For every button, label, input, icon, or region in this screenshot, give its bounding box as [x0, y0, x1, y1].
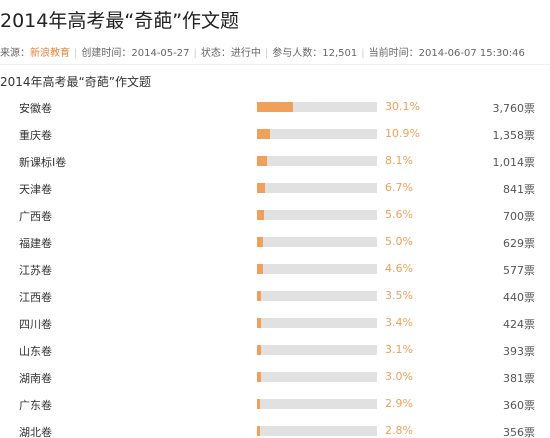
meta-separator: |: [361, 48, 365, 59]
option-label: 安徽卷: [19, 102, 52, 115]
percent-label: 3.4%: [385, 316, 413, 329]
percent-label: 10.9%: [385, 127, 420, 140]
option-label: 山东卷: [19, 345, 52, 358]
vote-count: 1,014票: [492, 156, 536, 169]
bar-track: [257, 102, 377, 112]
poll-question: 2014年高考最“奇葩”作文题: [0, 75, 151, 89]
bar-track: [257, 156, 377, 166]
result-row[interactable]: 重庆卷 10.9% 1,358票: [0, 119, 550, 146]
source-link[interactable]: 新浪教育: [30, 48, 70, 59]
option-label: 湖北卷: [19, 426, 52, 438]
result-row[interactable]: 天津卷 6.7% 841票: [0, 173, 550, 200]
option-label: 四川卷: [19, 318, 52, 331]
vote-count: 381票: [503, 372, 535, 385]
bar-fill: [257, 372, 261, 382]
bar-track: [257, 426, 377, 436]
bar-fill: [257, 102, 294, 112]
percent-label: 2.9%: [385, 397, 413, 410]
option-label: 新课标Ⅰ卷: [19, 156, 67, 169]
percent-label: 3.5%: [385, 289, 413, 302]
vote-count: 700票: [503, 210, 535, 223]
vote-count: 577票: [503, 264, 535, 277]
bar-track: [257, 345, 377, 355]
bar-track: [257, 264, 377, 274]
result-row[interactable]: 四川卷 3.4% 424票: [0, 308, 550, 335]
vote-count: 3,760票: [492, 102, 536, 115]
bar-track: [257, 237, 377, 247]
created-date: 创建时间：2014-05-27: [81, 48, 190, 59]
percent-label: 3.0%: [385, 370, 413, 383]
bar-track: [257, 183, 377, 193]
poll-status: 状态：进行中: [200, 48, 261, 59]
percent-label: 6.7%: [385, 181, 413, 194]
option-label: 福建卷: [19, 237, 52, 250]
results-list: 安徽卷 30.1% 3,760票重庆卷 10.9% 1,358票新课标Ⅰ卷 8.1% 1,0…: [0, 92, 550, 438]
bar-fill: [257, 426, 261, 436]
meta-separator: |: [264, 48, 269, 59]
bar-fill: [257, 210, 264, 220]
divider: [0, 64, 550, 65]
vote-count: 356票: [503, 426, 535, 438]
option-label: 广西卷: [19, 210, 52, 223]
bar-fill: [257, 399, 261, 409]
vote-count: 424票: [503, 318, 535, 331]
bar-fill: [257, 291, 262, 301]
participant-count: 参与人数：12,501: [272, 48, 358, 59]
result-row[interactable]: 江苏卷 4.6% 577票: [0, 254, 550, 281]
bar-fill: [257, 345, 261, 355]
percent-label: 3.1%: [385, 343, 413, 356]
result-row[interactable]: 湖南卷 3.0% 381票: [0, 362, 550, 389]
vote-count: 1,358票: [492, 129, 536, 142]
page-title: 2014年高考最“奇葩”作文题: [0, 10, 240, 32]
result-row[interactable]: 广东卷 2.9% 360票: [0, 389, 550, 416]
percent-label: 4.6%: [385, 262, 413, 275]
result-row[interactable]: 新课标Ⅰ卷 8.1% 1,014票: [0, 146, 550, 173]
option-label: 广东卷: [19, 399, 52, 412]
result-row[interactable]: 湖北卷 2.8% 356票: [0, 416, 550, 438]
option-label: 重庆卷: [19, 129, 52, 142]
bar-track: [257, 318, 377, 328]
vote-count: 841票: [503, 183, 535, 196]
option-label: 江西卷: [19, 291, 52, 304]
percent-label: 2.8%: [385, 424, 413, 437]
meta-separator: |: [193, 48, 197, 59]
vote-count: 393票: [503, 345, 535, 358]
result-row[interactable]: 山东卷 3.1% 393票: [0, 335, 550, 362]
bar-fill: [257, 156, 267, 166]
poll-meta: 来源：新浪教育 | 创建时间：2014-05-27 | 状态：进行中 | 参与人数：12,5…: [0, 44, 550, 59]
bar-track: [257, 129, 377, 139]
result-row[interactable]: 江西卷 3.5% 440票: [0, 281, 550, 308]
bar-fill: [257, 129, 271, 139]
bar-fill: [257, 264, 263, 274]
bar-track: [257, 372, 377, 382]
current-time: 当前时间：2014-06-07 15:30:46: [368, 48, 525, 59]
option-label: 天津卷: [19, 183, 52, 196]
vote-count: 360票: [503, 399, 535, 412]
result-row[interactable]: 广西卷 5.6% 700票: [0, 200, 550, 227]
bar-fill: [257, 183, 266, 193]
option-label: 江苏卷: [19, 264, 52, 277]
bar-track: [257, 291, 377, 301]
meta-separator: |: [74, 48, 78, 59]
bar-track: [257, 399, 377, 409]
source-label: 来源：: [0, 48, 30, 59]
percent-label: 8.1%: [385, 154, 413, 167]
bar-track: [257, 210, 377, 220]
vote-count: 440票: [503, 291, 535, 304]
percent-label: 5.6%: [385, 208, 413, 221]
percent-label: 30.1%: [385, 100, 420, 113]
result-row[interactable]: 安徽卷 30.1% 3,760票: [0, 92, 550, 119]
vote-count: 629票: [503, 237, 535, 250]
option-label: 湖南卷: [19, 372, 52, 385]
bar-fill: [257, 318, 262, 328]
result-row[interactable]: 福建卷 5.0% 629票: [0, 227, 550, 254]
percent-label: 5.0%: [385, 235, 413, 248]
bar-fill: [257, 237, 263, 247]
